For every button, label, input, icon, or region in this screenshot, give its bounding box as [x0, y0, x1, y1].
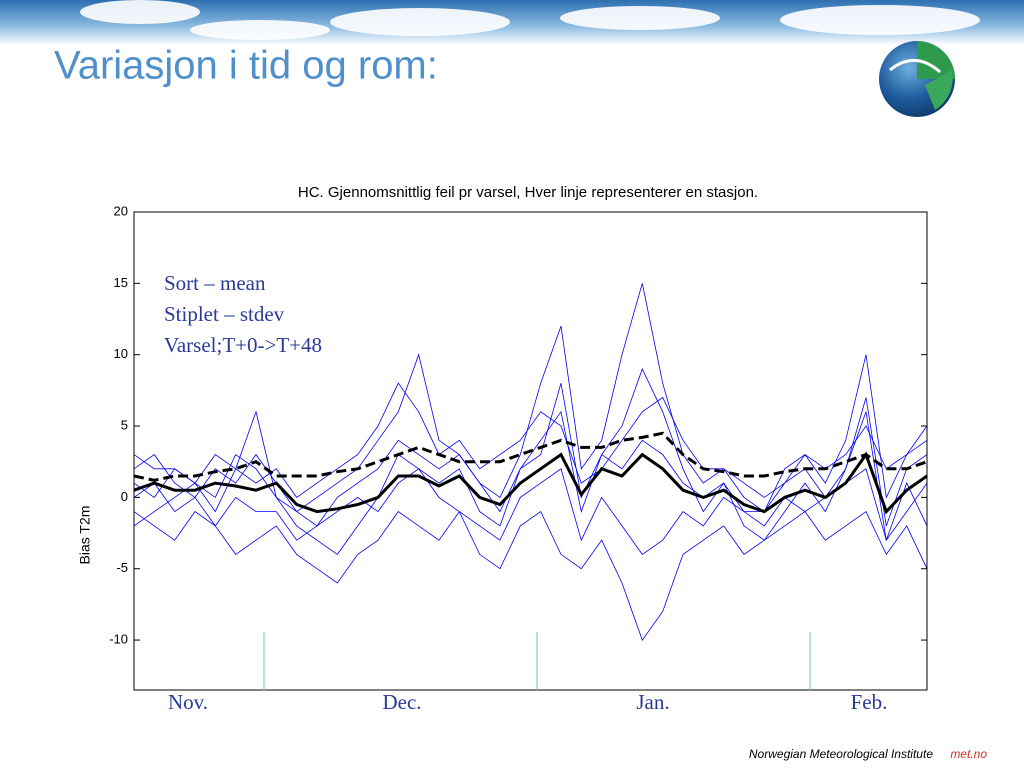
y-tick-label: 0	[121, 489, 128, 504]
month-band	[134, 691, 928, 741]
plot-frame	[133, 211, 928, 691]
station-line	[133, 382, 928, 498]
station-line	[133, 468, 928, 555]
y-tick-label: 10	[114, 346, 128, 361]
month-label: Jan.	[636, 690, 669, 714]
summary-line	[133, 451, 928, 515]
y-tick-label: -5	[116, 560, 128, 575]
y-tick-label: 15	[114, 275, 128, 290]
station-line	[133, 383, 928, 527]
footer-institute: Norwegian Meteorological Institute	[749, 747, 933, 761]
y-tick-label: 20	[114, 203, 128, 218]
summary-line	[133, 431, 928, 482]
station-line	[133, 510, 928, 641]
station-line	[133, 367, 928, 555]
y-axis-label: Bias T2m	[77, 506, 93, 565]
chart-title: HC. Gjennomsnittlig feil pr varsel, Hver…	[298, 184, 758, 201]
annotation: Varsel;T+0->T+48	[164, 333, 322, 357]
month-label: Feb.	[851, 690, 888, 714]
slide-title: Variasjon i tid og rom:	[54, 44, 438, 88]
footer-site: met.no	[950, 747, 987, 761]
y-tick-label: 5	[121, 417, 128, 432]
annotation: Stiplet – stdev	[164, 302, 285, 326]
month-label: Dec.	[382, 690, 421, 714]
annotation: Sort – mean	[164, 271, 266, 295]
y-tick-label: -10	[109, 631, 128, 646]
clouds	[80, 0, 980, 40]
logo	[879, 41, 955, 117]
month-label: Nov.	[168, 690, 208, 714]
